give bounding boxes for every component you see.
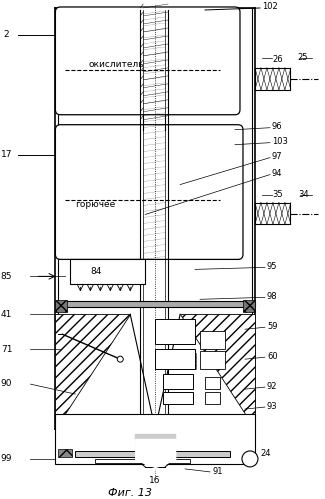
Text: горючее: горючее bbox=[75, 200, 116, 209]
Text: 93: 93 bbox=[267, 402, 278, 411]
Bar bbox=[55, 300, 67, 312]
Text: 2: 2 bbox=[4, 30, 9, 39]
Bar bbox=[255, 68, 290, 90]
Polygon shape bbox=[55, 314, 130, 429]
Bar bbox=[55, 414, 255, 464]
Text: 24: 24 bbox=[260, 450, 270, 459]
Circle shape bbox=[117, 356, 123, 362]
Bar bbox=[75, 451, 230, 457]
Text: 102: 102 bbox=[262, 2, 278, 11]
Bar bbox=[55, 301, 255, 307]
Bar bbox=[243, 300, 255, 312]
Text: 90: 90 bbox=[1, 379, 12, 388]
FancyBboxPatch shape bbox=[55, 7, 240, 115]
Text: 92: 92 bbox=[267, 382, 278, 391]
Text: 91: 91 bbox=[212, 468, 223, 477]
Bar bbox=[155, 349, 195, 369]
Text: 60: 60 bbox=[267, 352, 278, 361]
Bar bbox=[200, 331, 225, 349]
Bar bbox=[200, 351, 225, 369]
Circle shape bbox=[242, 451, 258, 467]
Text: 71: 71 bbox=[1, 345, 12, 354]
Bar bbox=[58, 449, 72, 457]
Polygon shape bbox=[55, 314, 130, 429]
Polygon shape bbox=[180, 314, 255, 429]
Text: 59: 59 bbox=[267, 322, 278, 331]
Text: 16: 16 bbox=[149, 477, 161, 486]
Bar bbox=[163, 392, 193, 404]
Text: 34: 34 bbox=[298, 190, 308, 199]
Text: 96: 96 bbox=[272, 122, 282, 131]
Text: 98: 98 bbox=[267, 292, 278, 301]
Bar bbox=[155, 319, 195, 344]
Text: Фиг. 13: Фиг. 13 bbox=[108, 488, 152, 498]
Text: 94: 94 bbox=[272, 169, 282, 178]
Text: 97: 97 bbox=[272, 152, 282, 161]
Bar bbox=[95, 459, 190, 463]
Bar bbox=[163, 374, 193, 389]
Text: 95: 95 bbox=[267, 262, 278, 271]
FancyBboxPatch shape bbox=[55, 125, 243, 259]
Text: 35: 35 bbox=[272, 190, 282, 199]
Text: 41: 41 bbox=[1, 310, 12, 319]
Text: 26: 26 bbox=[272, 55, 282, 64]
Bar bbox=[205, 377, 220, 389]
Text: 25: 25 bbox=[298, 53, 308, 62]
Text: 99: 99 bbox=[1, 455, 12, 464]
Text: 84: 84 bbox=[90, 267, 102, 276]
Text: 17: 17 bbox=[1, 150, 12, 159]
Bar bbox=[205, 392, 220, 404]
Bar bbox=[255, 203, 290, 225]
Text: 85: 85 bbox=[1, 272, 12, 281]
Text: окислитель: окислитель bbox=[88, 60, 144, 69]
Text: 103: 103 bbox=[272, 137, 288, 146]
Bar bbox=[71, 259, 145, 284]
